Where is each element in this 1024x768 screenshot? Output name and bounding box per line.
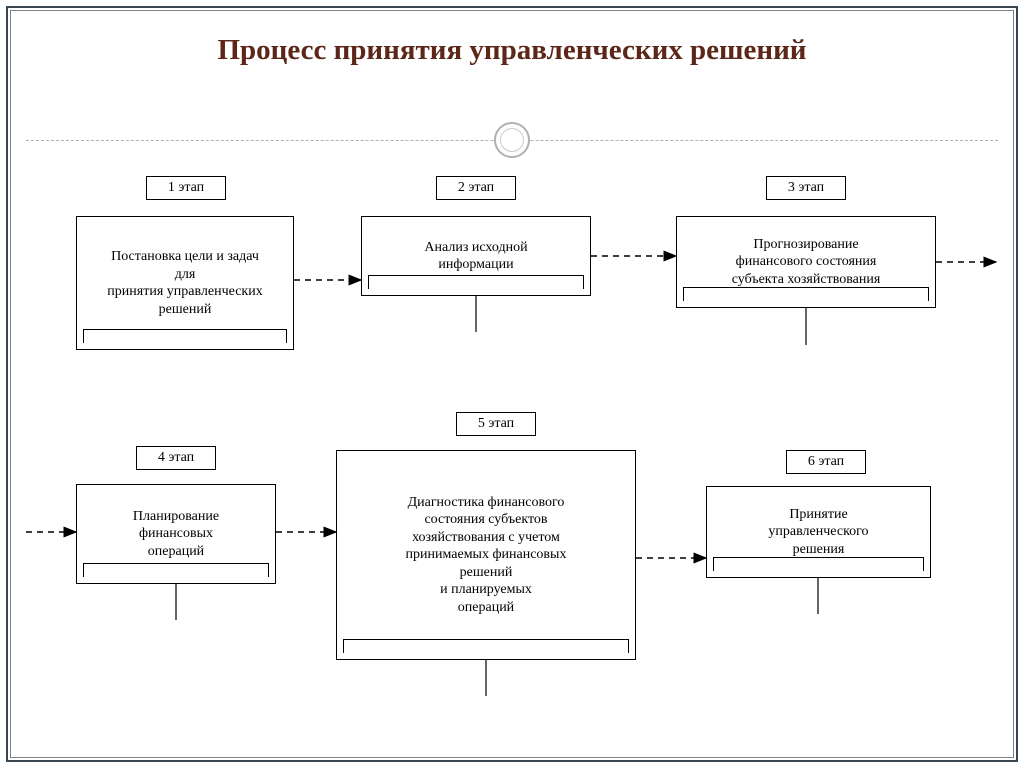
box-text: Диагностика финансовогосостояния субъект…	[406, 494, 567, 617]
box-decision: Принятиеуправленческогорешения	[706, 486, 931, 578]
box-text: Постановка цели и задачдляпринятия управ…	[107, 248, 262, 318]
stage-label-3: 3 этап	[766, 176, 846, 200]
box-analysis: Анализ исходнойинформации	[361, 216, 591, 296]
box-diagnostics: Диагностика финансовогосостояния субъект…	[336, 450, 636, 660]
stage-label-5: 5 этап	[456, 412, 536, 436]
stage-label-1: 1 этап	[146, 176, 226, 200]
stage-label-4: 4 этап	[136, 446, 216, 470]
diagram-canvas: 1 этап 2 этап 3 этап 4 этап 5 этап 6 эта…	[26, 160, 998, 742]
box-text: Принятиеуправленческогорешения	[768, 506, 868, 559]
box-text: Планированиефинансовыхопераций	[133, 508, 219, 561]
stage-label-6: 6 этап	[786, 450, 866, 474]
box-text: Прогнозированиефинансового состояниясубъ…	[732, 236, 881, 289]
box-forecast: Прогнозированиефинансового состояниясубъ…	[676, 216, 936, 308]
ornament-icon	[494, 122, 530, 158]
page-title: Процесс принятия управленческих решений	[0, 34, 1024, 67]
box-text: Анализ исходнойинформации	[424, 239, 527, 274]
stage-label-2: 2 этап	[436, 176, 516, 200]
box-planning: Планированиефинансовыхопераций	[76, 484, 276, 584]
box-goal-setting: Постановка цели и задачдляпринятия управ…	[76, 216, 294, 350]
